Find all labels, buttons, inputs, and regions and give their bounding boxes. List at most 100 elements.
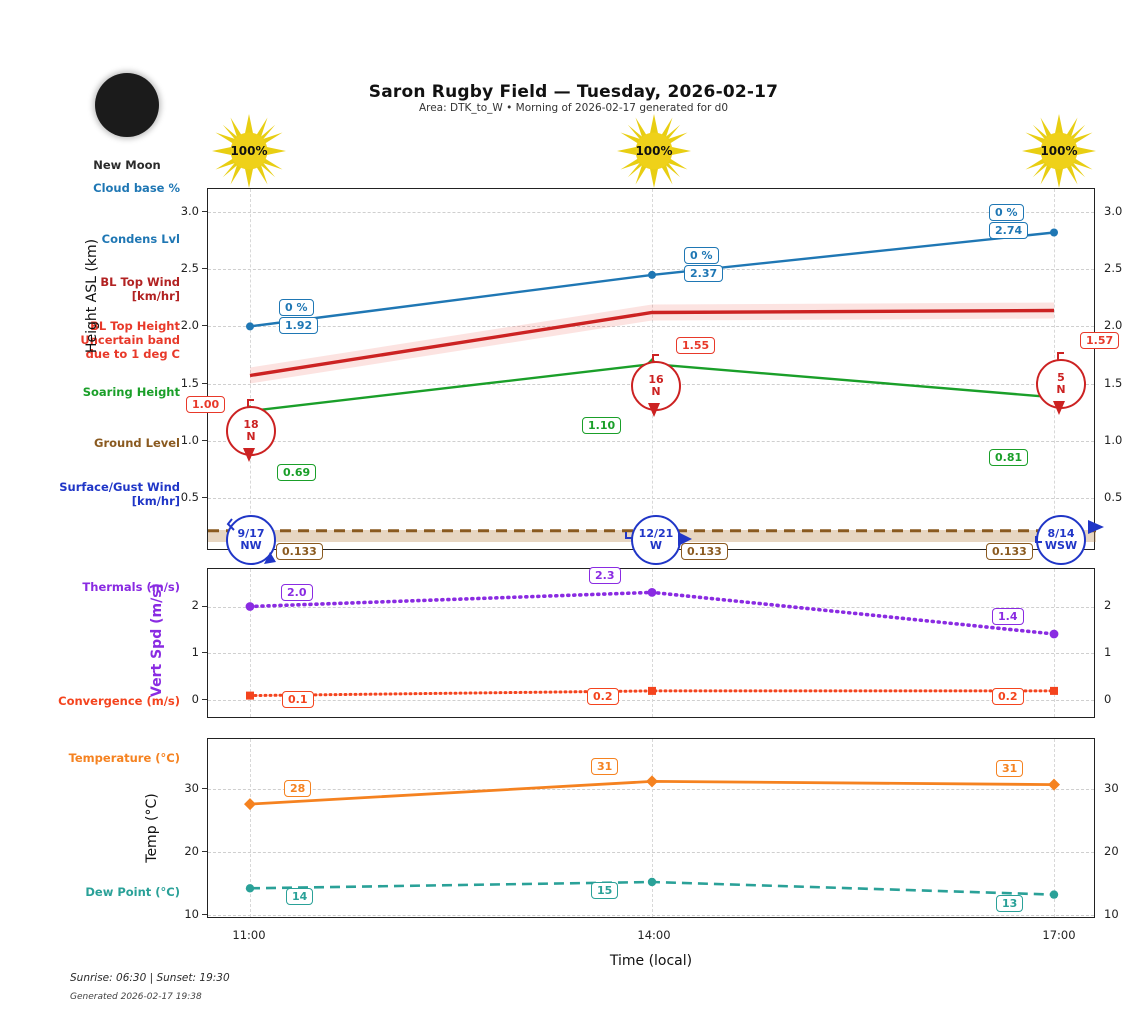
- sun-percent-label: 100%: [635, 144, 673, 158]
- bl-top-height-label: 1.00: [186, 396, 226, 413]
- y-tick-label-right: 20: [1104, 844, 1119, 858]
- y-tick-label-right: 2: [1104, 598, 1112, 612]
- vert-speed-axis-title: Vert Spd (m/s): [149, 583, 165, 697]
- x-tick-label: 11:00: [232, 928, 266, 942]
- legend-label-soaring-height: Soaring Height: [82, 385, 180, 399]
- bl-top-wind-dir: N: [246, 430, 256, 443]
- bl-top-wind-dir: N: [651, 385, 661, 398]
- y-tick-label-right: 3.0: [1104, 204, 1123, 218]
- bl-top-wind-dir: N: [1056, 383, 1066, 396]
- x-tick-label: 14:00: [637, 928, 671, 942]
- y-tick-label: 1: [191, 645, 199, 659]
- y-tick-label-right: 0: [1104, 692, 1112, 706]
- soaring-height-label: 0.81: [989, 449, 1029, 466]
- y-tick-label: 1.5: [180, 376, 199, 390]
- y-tick-label-right: 2.0: [1104, 318, 1123, 332]
- legend-label-condens-lvl: Condens Lvl: [101, 232, 180, 246]
- legend-label-bl-top-wind: BL Top Wind [km/hr]: [100, 275, 180, 303]
- condens-value-label: 1.92: [279, 317, 319, 334]
- bl-top-wind-speed: 16: [648, 373, 664, 386]
- surface-wind-dir: W: [649, 539, 663, 552]
- moon-phase-label: New Moon: [93, 158, 161, 172]
- legend-label-convergence: Convergence (m/s): [58, 694, 180, 708]
- height-plot-lines: [208, 228, 1096, 542]
- legend-label-dew-point: Dew Point (°C): [85, 885, 180, 899]
- legend-label-cloud-base: Cloud base %: [93, 181, 180, 195]
- y-tick-label: 2.5: [180, 261, 199, 275]
- sun-icon: 100%: [617, 114, 691, 188]
- cloud-pct-label: 0 %: [684, 247, 719, 264]
- y-tick-label: 0.5: [180, 490, 199, 504]
- y-tick-label-right: 1.5: [1104, 376, 1123, 390]
- thermals-value-label: 1.4: [992, 608, 1024, 625]
- y-tick-label-right: 2.5: [1104, 261, 1123, 275]
- sun-icon: 100%: [212, 114, 286, 188]
- convergence-value-label: 0.2: [587, 688, 619, 705]
- legend-label-temperature: Temperature (°C): [68, 751, 180, 765]
- cloud-pct-label: 0 %: [279, 299, 314, 316]
- legend-label-bl-top-height: BL Top Height Uncertain band due to 1 de…: [80, 319, 180, 361]
- page-subtitle: Area: DTK_to_W • Morning of 2026-02-17 g…: [418, 102, 729, 114]
- y-tick-label-right: 10: [1104, 907, 1119, 921]
- bl-top-wind-arrow-icon: [648, 354, 660, 417]
- temperature-value-label: 31: [591, 758, 619, 775]
- thermals-value-label: 2.0: [281, 584, 313, 601]
- y-tick-label: 10: [184, 907, 199, 921]
- ground-level-label: 0.133: [681, 543, 728, 560]
- y-tick-label: 20: [184, 844, 199, 858]
- surface-wind-dir: NW: [240, 539, 262, 552]
- vert-speed-plot-lines: [245, 588, 1059, 700]
- y-tick-label: 1.0: [180, 433, 199, 447]
- y-tick-label: 2: [191, 598, 199, 612]
- dew-point-value-label: 13: [996, 895, 1024, 912]
- bl-top-wind-marker: 16 N: [631, 361, 681, 411]
- thermals-value-label: 2.3: [589, 567, 621, 584]
- y-tick-label: 0: [191, 692, 199, 706]
- ground-level-label: 0.133: [986, 543, 1033, 560]
- temperature-value-label: 31: [996, 760, 1024, 777]
- new-moon-icon: [93, 71, 161, 139]
- soaring-height-label: 1.10: [582, 417, 622, 434]
- dew-point-value-label: 14: [286, 888, 314, 905]
- bl-top-wind-marker: 5 N: [1036, 359, 1086, 409]
- convergence-value-label: 0.2: [992, 688, 1024, 705]
- y-tick-label: 2.0: [180, 318, 199, 332]
- condens-value-label: 2.37: [684, 265, 724, 282]
- bl-top-wind-arrow-icon: [1053, 352, 1065, 415]
- condens-value-label: 2.74: [989, 222, 1029, 239]
- temperature-panel: [207, 738, 1095, 918]
- generated-timestamp-text: Generated 2026-02-17 19:38: [70, 992, 202, 1002]
- sunrise-sunset-text: Sunrise: 06:30 | Sunset: 19:30: [70, 972, 230, 984]
- ground-level-label: 0.133: [276, 543, 323, 560]
- cloud-pct-label: 0 %: [989, 204, 1024, 221]
- bl-top-height-label: 1.55: [676, 337, 716, 354]
- surface-wind-dir: WSW: [1044, 539, 1078, 552]
- bl-top-height-label: 1.57: [1080, 332, 1120, 349]
- height-axis-title: Height ASL (km): [84, 238, 100, 354]
- temperature-value-label: 28: [284, 780, 312, 797]
- page-title: Saron Rugby Field — Tuesday, 2026-02-17: [368, 82, 779, 102]
- x-tick-label: 17:00: [1042, 928, 1076, 942]
- y-tick-label: 3.0: [180, 204, 199, 218]
- surface-wind-speed: 8/14: [1047, 527, 1075, 540]
- legend-label-surface-gust-wind: Surface/Gust Wind [km/hr]: [59, 480, 180, 508]
- x-axis-title: Time (local): [609, 953, 693, 969]
- y-tick-label-right: 1: [1104, 645, 1112, 659]
- dew-point-value-label: 15: [591, 882, 619, 899]
- surface-wind-arrow-icon: [625, 532, 692, 546]
- legend-label-ground-level: Ground Level: [94, 436, 180, 450]
- surface-wind-arrow-icon: [1035, 520, 1104, 543]
- vert-speed-panel: [207, 568, 1095, 718]
- y-tick-label-right: 1.0: [1104, 433, 1123, 447]
- y-tick-label-right: 30: [1104, 781, 1119, 795]
- bl-top-wind-arrow-icon: [243, 399, 255, 462]
- surface-wind-arrow-icon: [226, 518, 276, 564]
- sun-icon: 100%: [1022, 114, 1096, 188]
- y-tick-label: 30: [184, 781, 199, 795]
- soaring-height-label: 0.69: [277, 464, 317, 481]
- convergence-value-label: 0.1: [282, 691, 314, 708]
- temp-axis-title: Temp (°C): [144, 793, 160, 863]
- bl-top-wind-speed: 5: [1057, 371, 1065, 384]
- surface-wind-speed: 12/21: [638, 527, 674, 540]
- sun-percent-label: 100%: [1040, 144, 1078, 158]
